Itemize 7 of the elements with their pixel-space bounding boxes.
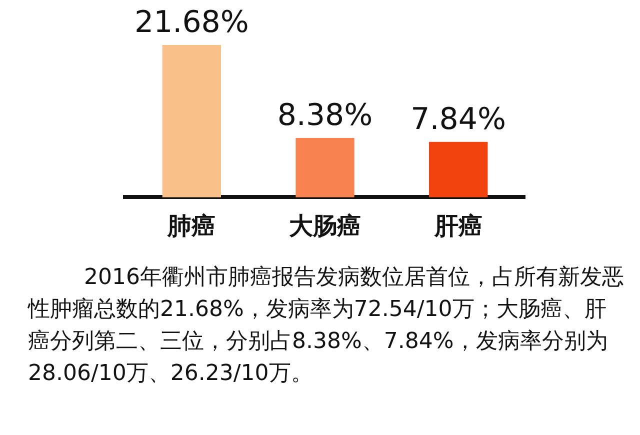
x-tick-label: 大肠癌 — [289, 212, 361, 240]
x-tick-label: 肝癌 — [433, 212, 482, 240]
text: 2016年衢州市肺癌报告发病数位居首位，占所有新发恶性肿瘤总数的21.68%，发病率为72.54/10万；大肠癌、肝癌分列第二、三位，分别占8.38%、7.84%，发病率分别为28.06/10万、26.23/10万。 — [28, 264, 625, 388]
x-tick-label: 肺癌 — [166, 212, 216, 240]
data-label: 21.68% — [134, 4, 249, 40]
data-label: 8.38% — [277, 98, 373, 134]
data-label: 7.84% — [410, 102, 506, 137]
